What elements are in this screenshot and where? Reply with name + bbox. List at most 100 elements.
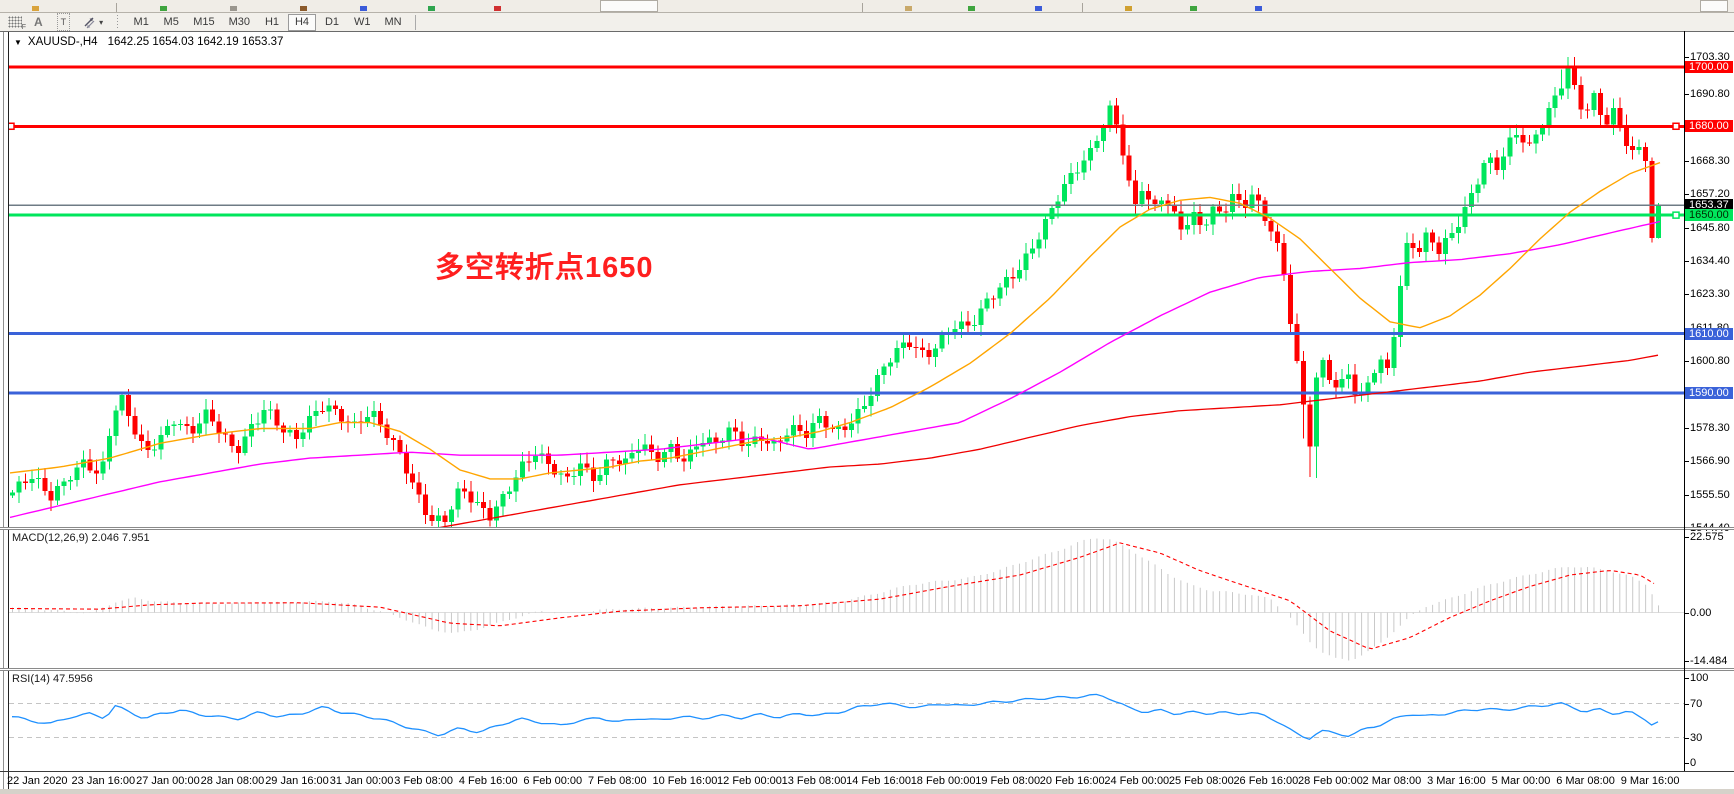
time-axis-label: 10 Feb 16:00 <box>652 775 718 787</box>
font-a-icon[interactable]: A <box>34 15 43 29</box>
price-level-badge: 1610.00 <box>1685 327 1733 340</box>
text-label-icon[interactable]: T <box>56 13 71 31</box>
chart-frame-border <box>0 31 1734 32</box>
timeframe-button-d1[interactable]: D1 <box>324 15 340 28</box>
time-axis-label: 6 Feb 00:00 <box>523 775 583 787</box>
time-axis-label: 13 Feb 08:00 <box>781 775 847 787</box>
toolbar-icon-fragment <box>300 6 307 11</box>
timeframe-button-h1[interactable]: H1 <box>264 15 280 28</box>
rsi-tick-label: 100 <box>1684 672 1709 684</box>
macd-panel-separator[interactable] <box>0 527 1734 530</box>
time-axis-label: 14 Feb 16:00 <box>846 775 911 787</box>
price-tick-label: 1645.80 <box>1685 221 1730 234</box>
time-axis-label: 3 Mar 16:00 <box>1427 775 1486 787</box>
window-edge-line <box>3 32 4 789</box>
macd-tick-label: 0.00 <box>1684 606 1712 619</box>
time-axis-label: 31 Jan 00:00 <box>329 775 394 787</box>
price-level-badge: 1650.00 <box>1685 209 1733 222</box>
toolbar-icon-fragment <box>230 6 237 11</box>
time-axis-label: 4 Feb 16:00 <box>458 775 518 787</box>
time-axis-label: 2 Mar 08:00 <box>1362 775 1422 787</box>
time-axis-label: 29 Jan 16:00 <box>265 775 329 787</box>
time-axis-label: 9 Mar 16:00 <box>1620 775 1680 787</box>
window-bottom-strip <box>0 789 1734 794</box>
symbol-period-label: XAUUSD-,H4 <box>27 36 98 48</box>
toolbar-icon-fragment <box>160 6 167 11</box>
ohlc-values: 1642.25 1654.03 1642.19 1653.37 <box>107 36 284 48</box>
timeframe-button-mn[interactable]: MN <box>384 15 402 28</box>
price-tick-label: 1600.80 <box>1685 354 1730 367</box>
time-axis-label: 23 Jan 16:00 <box>71 775 136 787</box>
price-tick-label: 1703.30 <box>1685 51 1730 64</box>
toolbar-separator <box>116 3 117 12</box>
timeframe-button-m15[interactable]: M15 <box>193 15 215 28</box>
toolbar-icon-fragment <box>1255 6 1262 11</box>
diagonal-arrows-icon[interactable] <box>82 14 97 30</box>
price-tick-label: 1634.40 <box>1685 255 1730 268</box>
price-tick-label: 1566.90 <box>1685 455 1730 468</box>
time-axis-label: 20 Feb 16:00 <box>1039 775 1105 787</box>
price-tick-label: 1555.50 <box>1685 489 1730 502</box>
price-tick-label: 1690.80 <box>1685 88 1730 101</box>
timeframe-button-m30[interactable]: M30 <box>228 15 250 28</box>
time-axis-label: 26 Feb 16:00 <box>1233 775 1299 787</box>
macd-indicator-label: MACD(12,26,9) 2.046 7.951 <box>12 532 150 544</box>
time-axis-label: 6 Mar 08:00 <box>1556 775 1615 787</box>
timeframe-button-m5[interactable]: M5 <box>163 15 179 28</box>
toolbar-icon-fragment <box>360 6 367 11</box>
rsi-panel-separator[interactable] <box>0 668 1734 671</box>
price-level-badge: 1680.00 <box>1685 120 1733 133</box>
toolbar-field-fragment <box>1700 0 1728 12</box>
rsi-tick-label: 70 <box>1684 697 1703 710</box>
toolbar-field-fragment <box>600 0 658 12</box>
time-axis-label: 3 Feb 08:00 <box>394 775 454 787</box>
toolbar-icon-fragment <box>494 6 501 11</box>
time-axis-label: 22 Jan 2020 <box>7 775 68 787</box>
rsi-tick-label: 0 <box>1684 757 1697 769</box>
chart-toolbar: F A T ▾ M1 M5 M15 M30 H1 H4 D1 W1 MN <box>0 13 1734 32</box>
timeframe-button-h4[interactable]: H4 <box>288 13 316 31</box>
chart-canvas[interactable] <box>0 32 1734 794</box>
chart-text-annotation: 多空转折点1650 <box>435 252 654 284</box>
macd-tick-label: 22.575 <box>1685 531 1724 543</box>
price-tick-label: 1623.30 <box>1685 288 1730 301</box>
grid-f-icon[interactable]: F <box>8 16 26 31</box>
toolbar-separator <box>862 3 863 12</box>
toolbar-icon-fragment <box>968 6 975 11</box>
toolbar-separator <box>414 14 416 30</box>
toolbar-icon-fragment <box>905 6 912 11</box>
time-axis-label: 25 Feb 08:00 <box>1168 775 1234 787</box>
time-axis-label: 7 Feb 08:00 <box>587 775 647 787</box>
timeframe-buttons: M1 M5 M15 M30 H1 H4 D1 W1 MN <box>126 13 408 31</box>
time-axis-separator <box>0 771 1734 772</box>
price-level-badge: 1653.37 <box>1685 199 1733 212</box>
toolbar-drag-handle[interactable] <box>115 15 121 29</box>
price-level-badge: 1590.00 <box>1685 386 1733 399</box>
timeframe-button-w1[interactable]: W1 <box>354 15 371 28</box>
chart-left-border <box>8 32 9 789</box>
chart-title: ▼ XAUUSD-,H4 1642.25 1654.03 1642.19 165… <box>14 36 283 48</box>
toolbar-icon-fragment <box>1125 6 1132 11</box>
rsi-indicator-label: RSI(14) 47.5956 <box>12 673 93 685</box>
toolbar-separator <box>1082 3 1083 12</box>
price-level-badge: 1700.00 <box>1685 61 1733 73</box>
toolbar-icon-fragment <box>1190 6 1197 11</box>
toolbar-icon-fragment <box>32 6 39 11</box>
time-axis-label: 18 Feb 00:00 <box>910 775 976 787</box>
clipped-toolbar-row <box>0 0 1734 13</box>
time-axis-label: 27 Jan 00:00 <box>136 775 200 787</box>
toolbar-icon-fragment <box>1035 6 1042 11</box>
price-tick-label: 1657.20 <box>1685 187 1730 200</box>
time-axis-label: 19 Feb 08:00 <box>975 775 1041 787</box>
dropdown-triangle-icon[interactable]: ▼ <box>14 37 22 47</box>
timeframe-button-m1[interactable]: M1 <box>133 15 149 28</box>
time-axis-label: 5 Mar 00:00 <box>1491 775 1551 787</box>
rsi-tick-label: 30 <box>1684 731 1703 744</box>
price-tick-label: 1578.30 <box>1685 421 1730 434</box>
time-axis-label: 28 Feb 00:00 <box>1298 775 1363 787</box>
price-tick-label: 1668.30 <box>1685 154 1730 167</box>
chevron-down-icon[interactable]: ▾ <box>99 17 104 27</box>
time-axis-label: 28 Jan 08:00 <box>200 775 265 787</box>
